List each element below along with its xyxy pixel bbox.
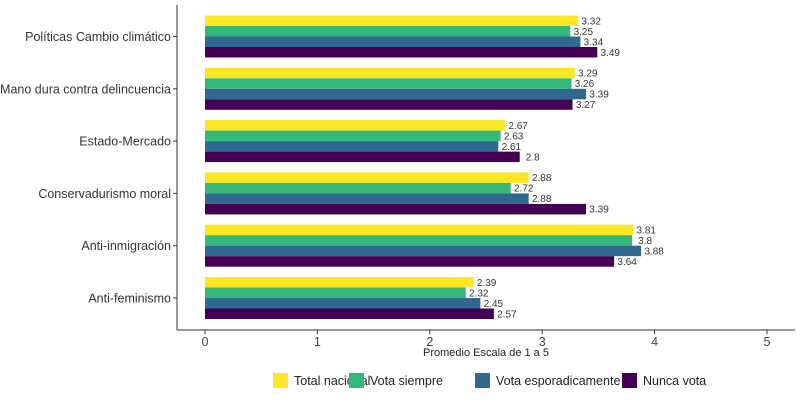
bar [205,172,529,183]
bar [205,36,581,47]
bar [205,99,573,110]
data-label: 2.57 [497,309,517,320]
data-label: 3.34 [584,37,604,48]
data-label: 3.81 [637,225,657,236]
data-label: 2.61 [502,142,522,153]
bar [205,47,598,58]
bar [205,120,506,131]
bars-layer: 3.323.253.343.493.293.263.393.272.672.63… [205,15,664,320]
data-label: 3.29 [578,69,598,80]
bar [205,182,511,194]
data-label: 2.39 [477,278,497,289]
x-tick-label: 2 [426,335,433,349]
x-tick-label: 4 [651,335,658,349]
data-label: 3.25 [574,27,594,38]
legend-swatch [622,373,637,388]
y-tick-label: Anti-inmigración [81,239,171,253]
x-tick-label: 0 [202,335,209,349]
data-label: 3.49 [601,48,621,59]
data-label: 2.72 [514,184,534,195]
bar [205,245,642,257]
y-tick-label: Mano dura contra delincuencia [0,82,171,96]
data-label: 3.64 [617,257,637,268]
data-label: 3.32 [581,16,601,27]
legend-swatch [475,373,490,388]
bar [205,277,474,288]
data-label: 2.88 [532,194,552,205]
bar [205,193,529,204]
legend-swatch [349,373,364,388]
data-label: 3.88 [644,246,664,257]
bar [205,287,466,298]
legend-swatch [273,373,288,388]
data-label: 2.8 [526,152,540,163]
bar [205,130,501,142]
bar [205,308,494,319]
data-label: 2.32 [469,288,489,299]
y-tick-label: Conservadurismo moral [38,187,171,201]
data-label: 3.39 [589,205,609,216]
legend-label: Vota esporadicamente [496,374,620,388]
x-ticks: 0 1 2 3 4 5 [202,330,771,349]
bar [205,67,575,79]
bar [205,235,633,246]
bar [205,256,615,267]
bar [205,88,587,100]
data-label: 3.27 [576,100,596,111]
legend-label: Vota siempre [370,374,443,388]
bar [205,141,499,152]
x-tick-label: 3 [539,335,546,349]
x-tick-label: 1 [314,335,321,349]
data-label: 3.26 [575,79,595,90]
x-tick-label: 5 [764,335,771,349]
data-label: 3.39 [589,90,609,101]
bar [205,151,520,163]
bar [205,298,481,309]
data-label: 2.88 [532,173,552,184]
y-tick-labels: Políticas Cambio climático Mano dura cont… [0,30,177,306]
legend: Total nacional Vota siempre Vota esporadic… [273,373,706,388]
bar [205,15,579,26]
data-label: 3.8 [638,236,652,247]
x-axis-title: Promedio Escala de 1 a 5 [423,347,549,359]
data-label: 2.63 [504,131,524,142]
y-tick-label: Estado-Mercado [79,135,171,149]
y-tick-label: Anti-feminismo [88,292,171,306]
bar [205,78,572,89]
bar [205,203,587,215]
bar [205,26,571,37]
data-label: 2.67 [508,121,528,132]
legend-label: Nunca vota [643,374,706,388]
bar [205,224,634,236]
y-tick-label: Políticas Cambio climático [25,30,171,44]
data-label: 2.45 [484,299,504,310]
